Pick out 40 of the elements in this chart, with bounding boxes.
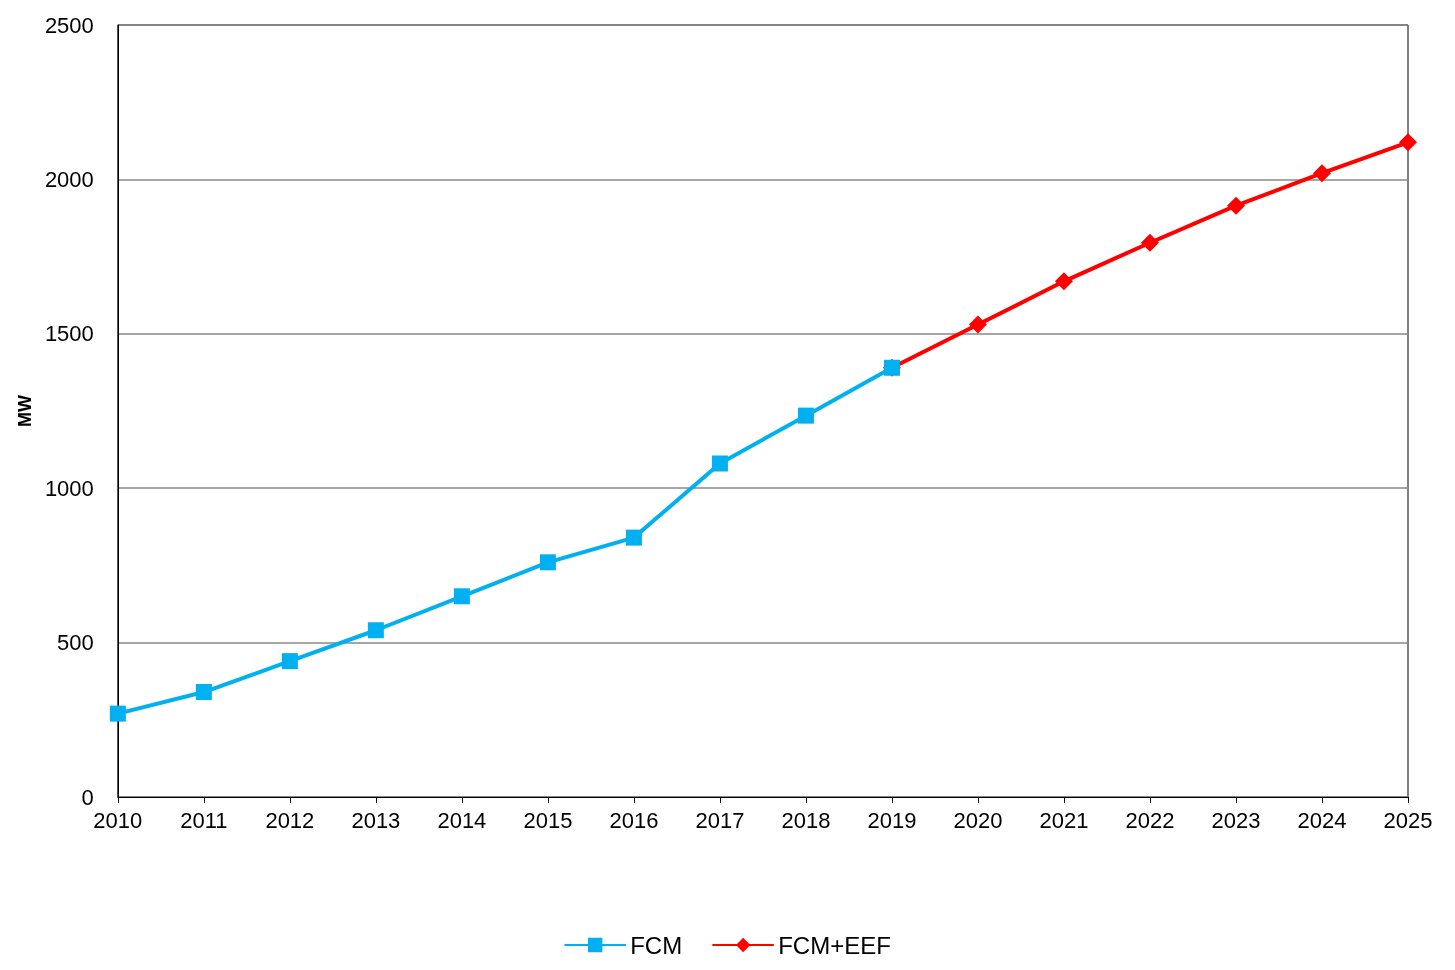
point	[625, 529, 642, 546]
x-tick-label: 2022	[1125, 807, 1175, 833]
point	[711, 455, 728, 472]
point	[1226, 196, 1245, 215]
x-tick-label: 2013	[351, 807, 401, 833]
point	[1054, 272, 1073, 291]
y-axis-title: MW	[15, 395, 35, 427]
point	[1312, 164, 1331, 183]
y-tick-label: 500	[57, 630, 94, 656]
x-tick-label: 2015	[523, 807, 573, 833]
x-tick-label: 2020	[953, 807, 1003, 833]
point	[281, 653, 298, 670]
x-tick-label: 2019	[867, 807, 917, 833]
x-tick-label: 2018	[781, 807, 831, 833]
point	[797, 407, 814, 424]
legend-label: FCM	[630, 931, 683, 959]
x-tick-label: 2011	[180, 807, 228, 833]
y-tick-label: 2500	[44, 12, 94, 38]
y-tick-label: 2000	[44, 166, 94, 192]
x-tick-label: 2017	[695, 807, 745, 833]
y-tick-label: 0	[81, 784, 94, 810]
point	[367, 622, 384, 639]
x-tick-label: 2021	[1039, 807, 1089, 833]
x-tick-label: 2024	[1297, 807, 1347, 833]
x-tick-label: 2010	[93, 807, 143, 833]
y-tick-label: 1000	[44, 475, 94, 501]
point	[195, 684, 212, 701]
point	[109, 705, 126, 722]
x-tick-label: 2012	[265, 807, 315, 833]
legend-label: FCM+EEF	[778, 931, 891, 959]
point	[968, 315, 987, 334]
point	[539, 554, 556, 571]
x-tick-label: 2025	[1383, 807, 1433, 833]
x-tick-label: 2016	[609, 807, 659, 833]
point	[1399, 133, 1417, 152]
point	[1140, 233, 1159, 252]
x-tick-label: 2014	[437, 807, 487, 833]
x-tick-label: 2023	[1211, 807, 1261, 833]
y-tick-label: 1500	[44, 321, 94, 347]
point	[453, 588, 470, 605]
